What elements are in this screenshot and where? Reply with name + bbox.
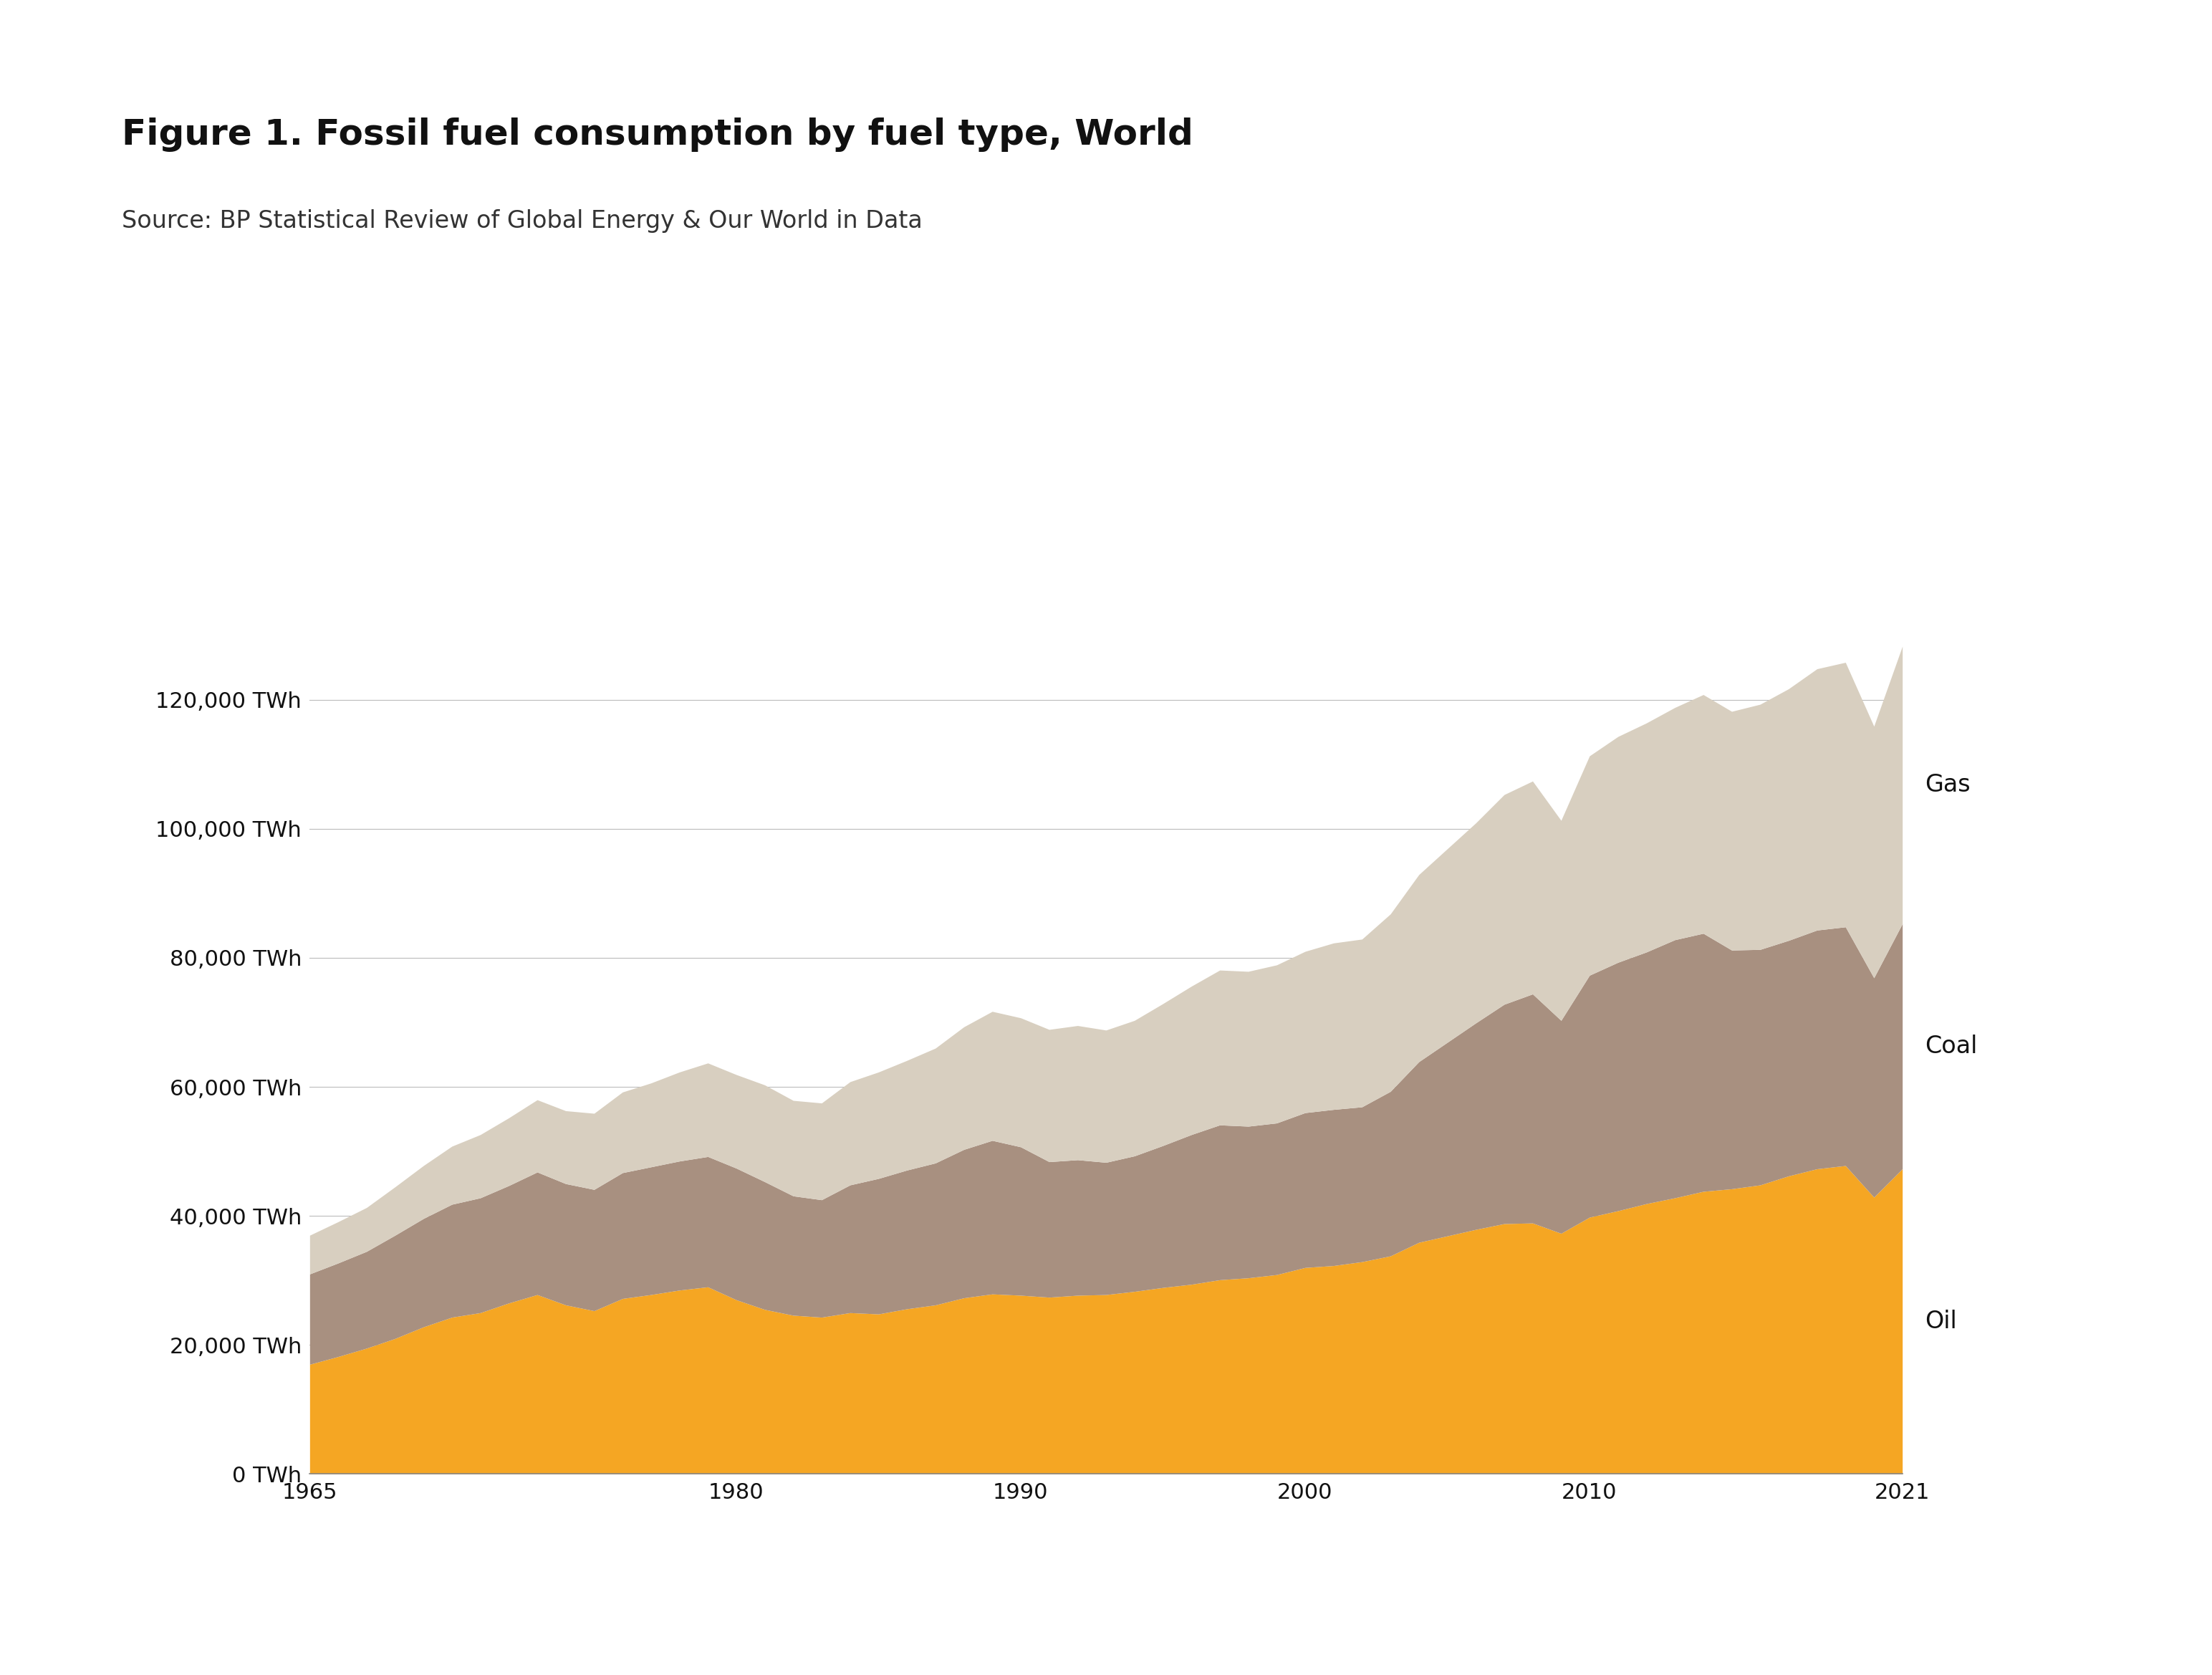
Text: Oil: Oil bbox=[1924, 1310, 1958, 1333]
Text: Source: BP Statistical Review of Global Energy & Our World in Data: Source: BP Statistical Review of Global … bbox=[122, 209, 922, 233]
Text: Figure 1. Fossil fuel consumption by fuel type, World: Figure 1. Fossil fuel consumption by fue… bbox=[122, 117, 1192, 152]
Text: Gas: Gas bbox=[1924, 774, 1971, 797]
Text: Coal: Coal bbox=[1924, 1035, 1978, 1059]
